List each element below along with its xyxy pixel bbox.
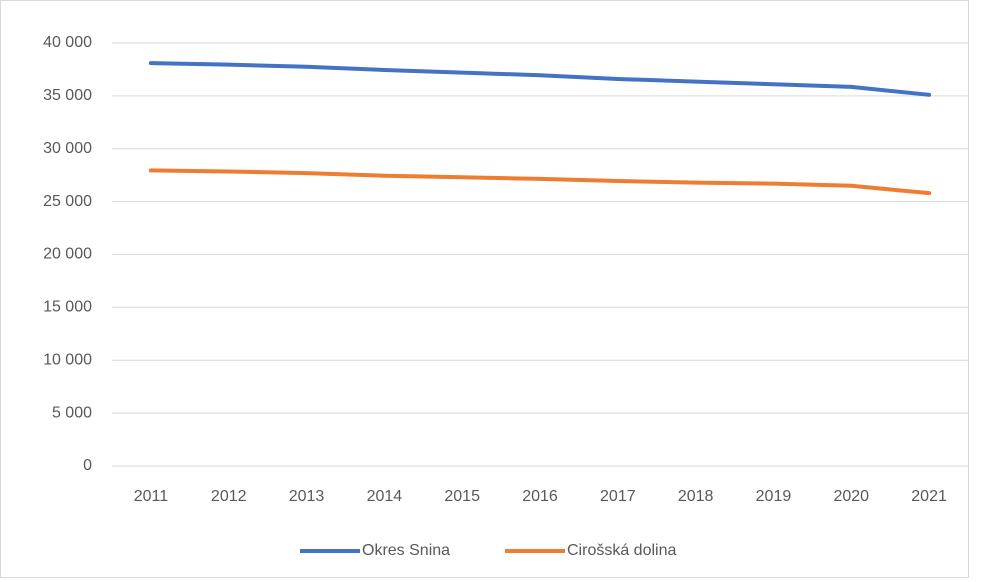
y-tick-label: 0 [83, 457, 92, 474]
y-tick-label: 40 000 [43, 34, 92, 51]
x-tick-label: 2012 [211, 488, 247, 505]
y-tick-label: 25 000 [43, 193, 92, 210]
legend-label: Okres Snina [362, 542, 450, 559]
x-tick-label: 2018 [678, 488, 714, 505]
x-tick-label: 2011 [134, 488, 169, 505]
y-tick-label: 20 000 [43, 246, 92, 263]
x-tick-label: 2013 [289, 488, 325, 505]
y-tick-label: 35 000 [43, 87, 92, 104]
x-tick-label: 2017 [600, 488, 636, 505]
y-tick-label: 30 000 [43, 140, 92, 157]
x-tick-label: 2015 [444, 488, 480, 505]
x-tick-label: 2021 [911, 488, 947, 505]
y-tick-label: 10 000 [43, 351, 92, 368]
y-tick-label: 15 000 [43, 299, 92, 316]
x-tick-label: 2014 [367, 488, 403, 505]
chart-border [0, 0, 969, 578]
x-tick-label: 2020 [833, 488, 869, 505]
data-line [148, 168, 932, 196]
data-line [148, 61, 932, 97]
y-tick-label: 5 000 [52, 404, 92, 421]
x-tick-label: 2016 [522, 488, 558, 505]
x-tick-label: 2019 [756, 488, 792, 505]
legend-label: Cirošská dolina [567, 542, 676, 559]
